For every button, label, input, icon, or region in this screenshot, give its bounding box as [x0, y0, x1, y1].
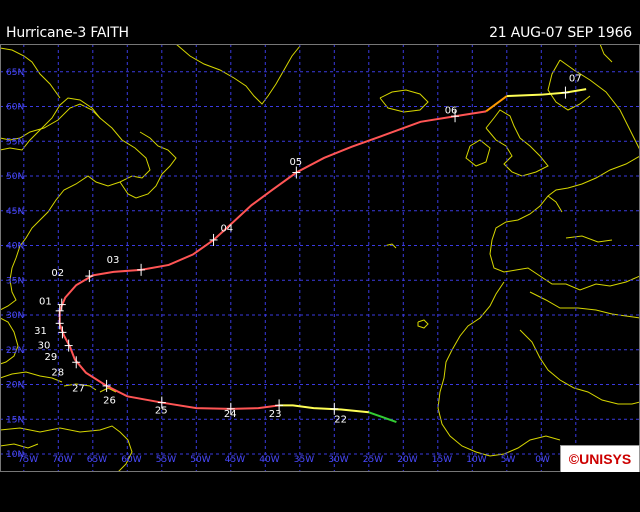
day-label: 22	[334, 415, 347, 426]
latitude-label: 40N	[6, 242, 24, 252]
day-label: 01	[39, 297, 52, 308]
longitude-label: 35W	[294, 455, 314, 465]
longitude-label: 0W	[535, 455, 550, 465]
longitude-label: 15W	[432, 455, 452, 465]
track-segment-extratropical	[485, 95, 508, 113]
latitude-label: 65N	[6, 68, 24, 78]
longitude-label: 65W	[87, 455, 107, 465]
longitude-label: 70W	[52, 455, 72, 465]
footer-bar	[0, 472, 640, 512]
track-segment-tropical-storm	[506, 88, 587, 98]
longitude-label: 50W	[190, 455, 210, 465]
day-label: 24	[224, 409, 237, 420]
latitude-label: 30N	[6, 311, 24, 321]
latitude-label: 20N	[6, 381, 24, 391]
longitude-label: 75W	[18, 455, 38, 465]
axis-labels: 75W 70W 65W 60W 55W 50W 45W 40W 35W 30W 25W 20W 15W 1…	[6, 68, 550, 465]
unisys-logo: ©UNISYS	[560, 445, 640, 473]
latitude-label: 15N	[6, 415, 24, 425]
day-label: 29	[45, 352, 58, 363]
longitude-label: 40W	[259, 455, 279, 465]
date-range: 21 AUG-07 SEP 1966	[489, 25, 632, 41]
day-label: 28	[51, 367, 64, 378]
latitude-label: 10N	[6, 450, 24, 460]
day-label: 27	[72, 383, 85, 394]
day-label: 23	[269, 409, 282, 420]
day-label: 26	[103, 395, 116, 406]
day-label: 04	[220, 224, 233, 235]
day-label: 31	[34, 326, 47, 337]
longitude-label: 20W	[397, 455, 417, 465]
longitude-label: 30W	[328, 455, 348, 465]
storm-track	[58, 88, 587, 423]
longitude-label: 60W	[121, 455, 141, 465]
track-segment-tropical-storm	[279, 404, 369, 414]
longitude-label: 55W	[156, 455, 176, 465]
day-label: 02	[51, 268, 64, 279]
longitude-label: 10W	[466, 455, 486, 465]
storm-title: Hurricane-3 FAITH	[6, 25, 129, 41]
latitude-label: 60N	[6, 103, 24, 113]
day-label: 07	[569, 73, 582, 84]
latitude-label: 35N	[6, 276, 24, 286]
track-segment-hurricane	[58, 110, 487, 410]
longitude-label: 5W	[501, 455, 516, 465]
logo-text: ©UNISYS	[568, 451, 632, 467]
day-label: 05	[289, 157, 302, 168]
latitude-label: 50N	[6, 172, 24, 182]
day-label: 30	[38, 340, 51, 351]
latitude-label: 25N	[6, 346, 24, 356]
day-markers	[55, 86, 570, 415]
latitude-label: 55N	[6, 137, 24, 147]
day-label: 06	[445, 105, 458, 116]
day-label: 03	[107, 255, 120, 266]
track-segment-depression	[368, 411, 397, 423]
header-bar: Hurricane-3 FAITH 21 AUG-07 SEP 1966	[0, 0, 640, 44]
longitude-label: 45W	[225, 455, 245, 465]
longitude-label: 25W	[363, 455, 383, 465]
day-label: 25	[155, 406, 168, 417]
latitude-label: 45N	[6, 207, 24, 217]
